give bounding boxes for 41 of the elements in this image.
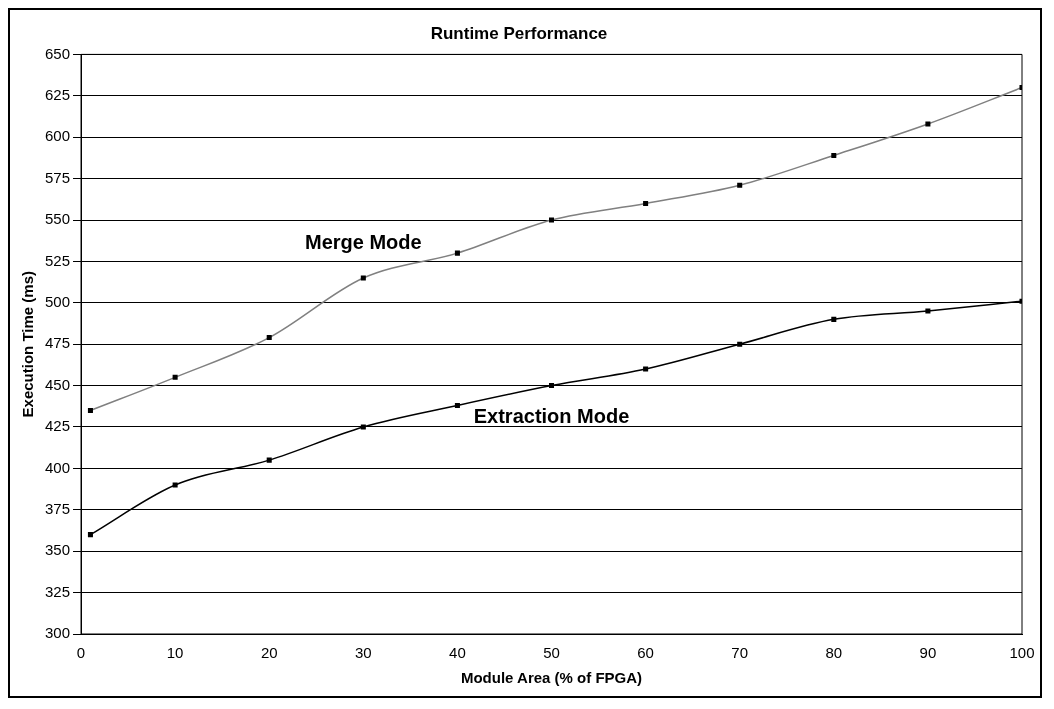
x-tick-label: 40 (449, 644, 466, 662)
series-label: Merge Mode (304, 231, 422, 254)
point (925, 308, 931, 314)
x-tick-label: 0 (76, 644, 86, 662)
x-tick-label: 80 (825, 644, 843, 662)
chart-title: Runtime Performance (430, 23, 608, 43)
x-tick-label: 30 (354, 644, 372, 662)
point (737, 341, 743, 347)
y-tick-label: 350 (45, 541, 71, 559)
point (831, 316, 837, 322)
series-label: Extraction Mode (473, 405, 630, 428)
x-tick-label: 100 (1009, 644, 1035, 662)
y-tick-label: 650 (45, 44, 71, 62)
y-tick-label: 525 (45, 251, 71, 269)
y-tick-label: 600 (45, 127, 71, 145)
y-tick-label: 400 (45, 458, 71, 476)
y-tick-label: 500 (45, 292, 71, 310)
x-tick-label: 70 (731, 644, 749, 662)
point (360, 424, 366, 430)
x-tick-label: 50 (543, 644, 560, 662)
point (454, 402, 460, 408)
y-tick-label: 475 (45, 334, 71, 352)
y-tick-label: 625 (45, 85, 71, 103)
point (172, 482, 178, 488)
y-axis-title: Execution Time (ms) (19, 270, 37, 418)
y-tick-label: 550 (45, 210, 71, 228)
y-tick-label: 300 (45, 624, 71, 642)
y-tick-label: 425 (45, 417, 71, 435)
x-axis-title: Module Area (% of FPGA) (460, 669, 643, 687)
y-tick-label: 575 (45, 168, 71, 186)
point (87, 532, 93, 538)
y-tick-label: 375 (45, 499, 71, 517)
point (549, 383, 555, 389)
y-tick-label: 450 (45, 375, 71, 393)
x-tick-label: 60 (637, 644, 654, 662)
x-tick-label: 20 (260, 644, 278, 662)
point (643, 366, 649, 372)
x-tick-label: 10 (166, 644, 184, 662)
point (266, 457, 272, 463)
y-tick-label: 325 (45, 582, 71, 600)
x-tick-label: 90 (919, 644, 937, 662)
